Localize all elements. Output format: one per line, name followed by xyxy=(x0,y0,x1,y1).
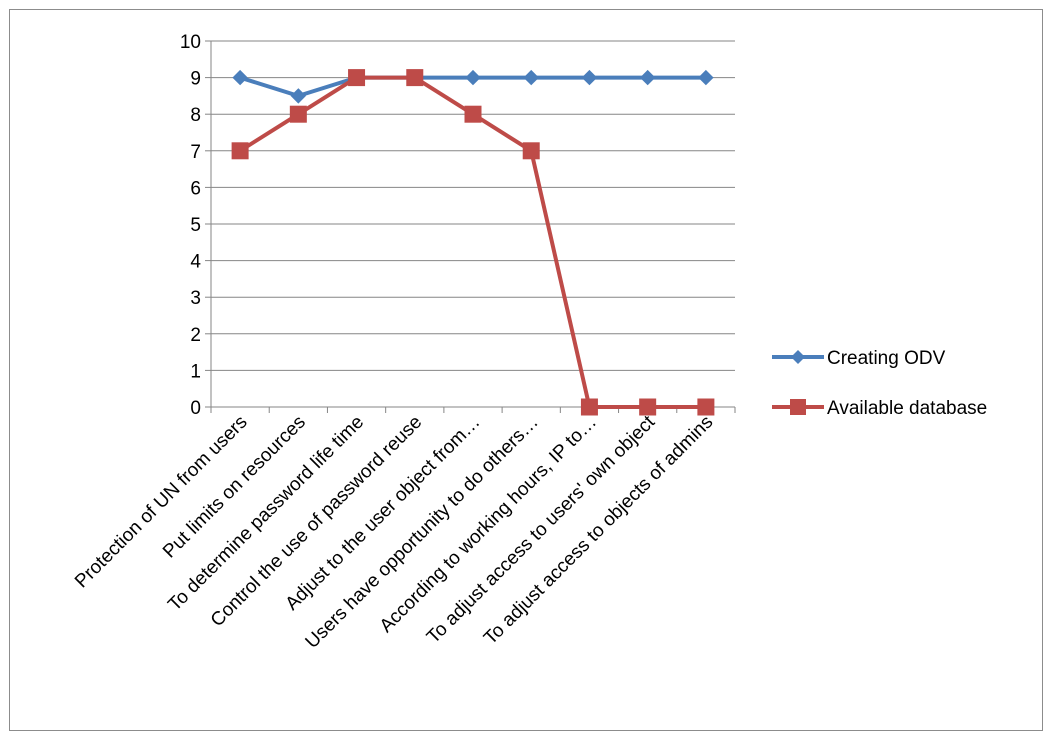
x-tick-label: According to working hours, IP to… xyxy=(376,412,601,637)
y-tick-label: 9 xyxy=(190,69,201,90)
data-point-diamond xyxy=(290,88,307,104)
legend-marker-diamond xyxy=(791,350,805,364)
series-line-2 xyxy=(239,75,706,409)
y-tick-label: 1 xyxy=(190,361,201,382)
x-tick-label: Control the use of password reuse xyxy=(207,412,426,631)
y-tick-label: 7 xyxy=(190,142,201,163)
data-point-diamond xyxy=(232,69,248,86)
y-tick-label: 6 xyxy=(190,178,201,199)
y-tick-label: 5 xyxy=(190,215,201,236)
y-tick-label: 2 xyxy=(190,325,201,346)
gridlines xyxy=(211,40,735,371)
data-point-diamond xyxy=(465,69,481,86)
data-point-square xyxy=(639,398,657,416)
series xyxy=(231,69,715,416)
data-point-square xyxy=(697,398,715,416)
y-tick-label: 4 xyxy=(190,252,201,273)
y-tick-label: 0 xyxy=(190,398,201,419)
data-point-diamond xyxy=(698,69,714,86)
data-point-square xyxy=(348,69,366,87)
legend-label: Available database xyxy=(827,398,987,419)
data-point-square xyxy=(522,142,540,160)
data-point-diamond xyxy=(581,69,598,86)
data-point-square xyxy=(231,142,249,160)
data-point-diamond xyxy=(523,69,539,86)
legend-label: Creating ODV xyxy=(827,348,946,369)
y-tick-label: 10 xyxy=(180,32,201,53)
legend: Creating ODV Available database xyxy=(772,348,987,419)
legend-marker-square xyxy=(790,399,806,415)
y-tick-label: 8 xyxy=(190,105,201,126)
data-point-square xyxy=(580,398,598,416)
data-point-square xyxy=(289,105,307,123)
data-point-square xyxy=(406,69,424,87)
axes xyxy=(205,40,736,413)
y-tick-label: 3 xyxy=(190,288,201,309)
data-point-diamond xyxy=(639,69,656,86)
y-tick-labels: 0 1 2 3 4 5 6 7 8 9 10 xyxy=(180,32,202,419)
data-point-square xyxy=(464,105,482,123)
